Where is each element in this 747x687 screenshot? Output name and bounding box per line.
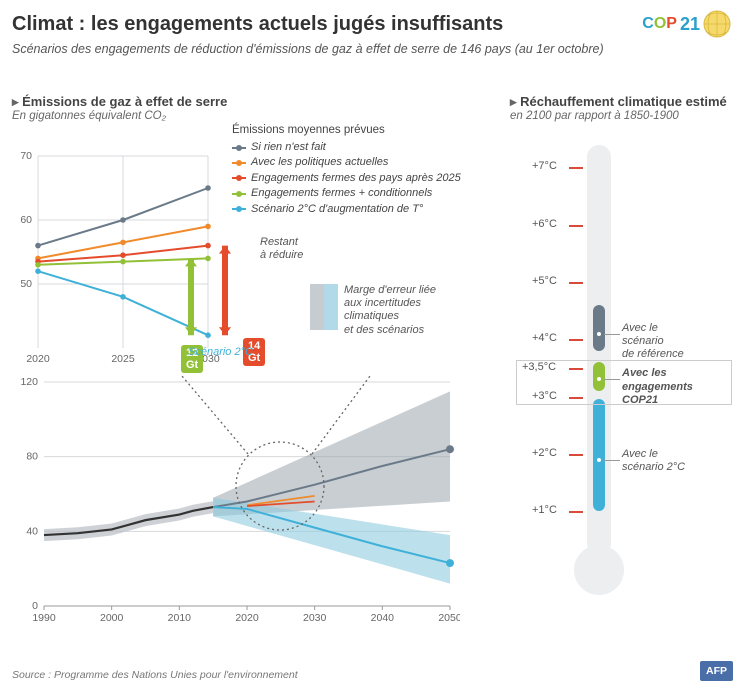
- svg-text:2040: 2040: [371, 612, 395, 624]
- svg-text:1990: 1990: [32, 612, 56, 624]
- page-title: Climat : les engagements actuels jugés i…: [12, 13, 503, 36]
- cop21-number: 21: [680, 14, 700, 35]
- afp-logo: AFP: [700, 661, 733, 681]
- svg-text:2025: 2025: [111, 353, 135, 365]
- svg-text:2010: 2010: [168, 612, 192, 624]
- left-section-head: ▸ Émissions de gaz à effet de serre: [12, 94, 227, 110]
- legend: Si rien n'est faitAvec les politiques ac…: [232, 140, 492, 217]
- inset-chart: 506070202020252030: [38, 148, 218, 368]
- right-section-sub: en 2100 par rapport à 1850-1900: [510, 110, 727, 122]
- svg-text:0: 0: [32, 600, 38, 612]
- cop21-logo: COP: [642, 15, 677, 33]
- svg-text:2000: 2000: [100, 612, 124, 624]
- source-text: Source : Programme des Nations Unies pou…: [12, 669, 298, 681]
- left-section-sub: En gigatonnes équivalent CO₂: [12, 110, 227, 122]
- svg-text:40: 40: [26, 525, 38, 537]
- legend-title: Émissions moyennes prévues: [232, 124, 385, 136]
- right-section-head: ▸ Réchauffement climatique estimé: [510, 94, 727, 110]
- svg-text:2050: 2050: [438, 612, 460, 624]
- svg-text:2030: 2030: [303, 612, 327, 624]
- scenario2c-label: Scénario 2°C: [188, 346, 253, 359]
- svg-text:120: 120: [20, 376, 38, 388]
- svg-text:2020: 2020: [26, 353, 50, 365]
- svg-text:50: 50: [20, 278, 32, 290]
- globe-icon: [703, 10, 731, 38]
- reduce-label: Restantà réduire: [260, 236, 303, 262]
- svg-text:60: 60: [20, 214, 32, 226]
- thermometer: +7°C+6°C+5°C+4°C+3°C+2°C+1°C+3,5°C Avec …: [552, 140, 702, 600]
- svg-text:2020: 2020: [235, 612, 259, 624]
- subtitle: Scénarios des engagements de réduction d…: [12, 42, 735, 56]
- svg-text:70: 70: [20, 150, 32, 162]
- main-chart: 0 40 80 120 1990 2000 2010 2020 2030 2040 2050: [20, 376, 460, 636]
- margin-note: Marge d'erreur liéeaux incertitudesclima…: [310, 284, 436, 337]
- svg-text:80: 80: [26, 451, 38, 463]
